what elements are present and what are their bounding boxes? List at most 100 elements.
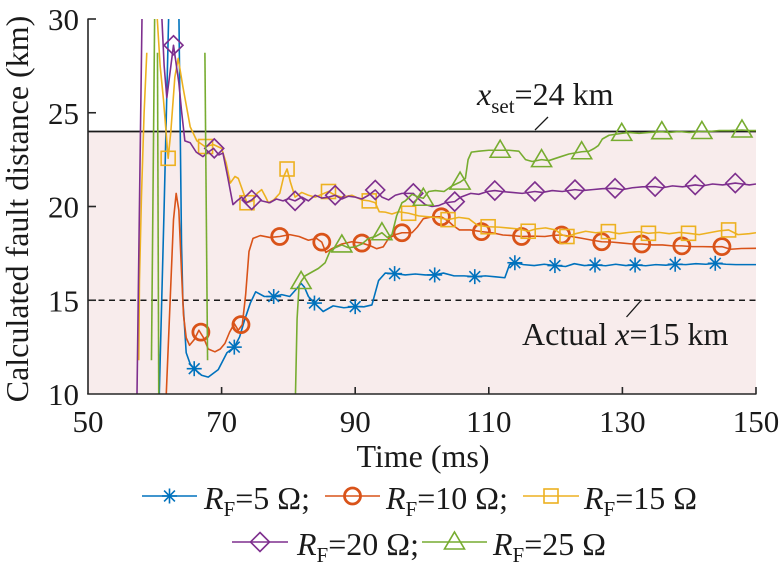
data-marker-rf20 bbox=[203, 137, 225, 160]
data-marker-rf25 bbox=[448, 170, 472, 190]
setting-annotation-leader bbox=[534, 116, 549, 131]
legend: RF=5 Ω; RF=10 Ω; RF=15 Ω RF=20 Ω; RF=25 … bbox=[142, 480, 697, 567]
y-axis-label: Calculated fault distance (km) bbox=[0, 16, 35, 403]
actual-annotation: Actual x=15 km bbox=[522, 316, 729, 352]
setting-annotation-value: =24 km bbox=[515, 76, 614, 112]
data-marker-rf10 bbox=[392, 223, 412, 243]
data-marker-rf10 bbox=[312, 232, 332, 252]
data-marker-rf20 bbox=[402, 182, 424, 205]
series-line-rf25 bbox=[156, 52, 160, 394]
legend-item-rf25: RF=25 Ω bbox=[422, 526, 606, 567]
data-marker-rf15 bbox=[160, 150, 176, 167]
legend-label-value: =15 Ω bbox=[615, 480, 697, 516]
actual-annotation-prefix: Actual bbox=[522, 316, 615, 352]
actual-annotation-leader bbox=[626, 299, 642, 318]
x-tick-label: 90 bbox=[340, 404, 371, 439]
x-axis-label: Time (ms) bbox=[356, 438, 489, 474]
y-tick-label: 20 bbox=[48, 190, 79, 225]
setting-annotation-var: x bbox=[476, 76, 491, 112]
data-marker-rf20 bbox=[324, 184, 346, 206]
data-marker-rf5 bbox=[667, 256, 683, 272]
data-marker-rf20 bbox=[241, 189, 263, 211]
series-line-rf15 bbox=[137, 52, 148, 361]
series-layer bbox=[136, 19, 756, 394]
actual-annotation-value: =15 km bbox=[630, 316, 729, 352]
legend-item-rf10: RF=10 Ω; bbox=[325, 480, 508, 521]
ticks: 50 70 90 110 130 150 10 15 20 25 30 bbox=[48, 2, 779, 439]
data-marker-rf5 bbox=[347, 299, 363, 315]
data-marker-rf20 bbox=[724, 172, 746, 194]
legend-label-subscript: F bbox=[317, 543, 329, 567]
data-marker-rf5 bbox=[627, 257, 643, 273]
x-tick-label: 130 bbox=[599, 404, 646, 439]
data-marker-rf10 bbox=[712, 237, 732, 257]
data-marker-rf5 bbox=[587, 257, 603, 273]
series-line-rf20 bbox=[136, 19, 756, 394]
data-marker-rf15 bbox=[440, 211, 456, 228]
data-marker-rf25 bbox=[370, 221, 394, 241]
x-tick-label: 50 bbox=[73, 404, 104, 439]
data-marker-rf25 bbox=[690, 119, 714, 140]
legend-sample-rf20 bbox=[232, 531, 288, 553]
series-line-rf25 bbox=[294, 129, 756, 394]
setting-annotation: xset=24 km bbox=[476, 76, 614, 118]
data-marker-rf5 bbox=[467, 269, 483, 285]
data-marker-rf20 bbox=[644, 175, 666, 198]
data-marker-rf10 bbox=[270, 227, 290, 246]
actual-annotation-var: x bbox=[614, 316, 629, 352]
legend-marker-rf15 bbox=[543, 488, 559, 504]
data-marker-rf25 bbox=[488, 138, 512, 159]
y-tick-label: 10 bbox=[48, 377, 79, 412]
y-tick-label: 25 bbox=[48, 96, 79, 131]
data-marker-rf25 bbox=[289, 269, 313, 290]
x-tick-label: 70 bbox=[206, 404, 237, 439]
series-line-rf25 bbox=[150, 19, 156, 361]
series-rf5 bbox=[158, 19, 756, 394]
data-marker-rf25 bbox=[330, 233, 354, 253]
series-rf20 bbox=[136, 19, 756, 394]
data-marker-rf25 bbox=[530, 148, 553, 168]
data-marker-rf15 bbox=[640, 225, 657, 242]
legend-item-rf15: RF=15 Ω bbox=[523, 480, 697, 521]
data-marker-rf15 bbox=[600, 223, 617, 240]
shaded-region-below-setting bbox=[88, 131, 756, 394]
series-line-rf10 bbox=[165, 192, 756, 394]
legend-sample-rf10 bbox=[325, 486, 380, 506]
data-marker-rf10 bbox=[191, 322, 211, 342]
data-marker-rf20 bbox=[564, 178, 586, 201]
legend-marker-rf5 bbox=[162, 488, 177, 504]
data-marker-rf25 bbox=[730, 118, 754, 138]
data-marker-rf25 bbox=[411, 186, 435, 207]
data-marker-rf15 bbox=[559, 228, 575, 245]
legend-label-subscript: F bbox=[604, 497, 616, 521]
setting-annotation-sub: set bbox=[491, 94, 514, 118]
data-marker-rf20 bbox=[162, 34, 185, 56]
data-marker-rf5 bbox=[306, 295, 322, 311]
data-marker-rf5 bbox=[387, 266, 403, 282]
legend-label-value: =5 Ω; bbox=[235, 480, 310, 516]
legend-label-subscript: F bbox=[513, 543, 525, 567]
data-marker-rf20 bbox=[684, 174, 706, 196]
legend-label-symbol: R bbox=[203, 480, 224, 516]
legend-label-rf20: RF=20 Ω; bbox=[296, 526, 419, 567]
legend-label-symbol: R bbox=[296, 526, 317, 562]
legend-label-symbol: R bbox=[583, 480, 604, 516]
data-marker-rf15 bbox=[680, 225, 697, 242]
legend-label-rf5: RF=5 Ω; bbox=[203, 480, 310, 521]
data-marker-rf5 bbox=[427, 267, 443, 283]
legend-label-value: =20 Ω; bbox=[328, 526, 419, 562]
legend-label-subscript: F bbox=[224, 497, 236, 521]
legend-label-symbol: R bbox=[385, 480, 406, 516]
data-marker-rf5 bbox=[707, 255, 723, 271]
legend-label-symbol: R bbox=[492, 526, 513, 562]
data-marker-rf5 bbox=[507, 255, 523, 271]
data-marker-rf5 bbox=[186, 361, 202, 377]
data-marker-rf5 bbox=[226, 339, 242, 355]
series-line-rf15 bbox=[156, 19, 756, 238]
legend-item-rf5: RF=5 Ω; bbox=[142, 480, 310, 521]
data-marker-rf15 bbox=[480, 218, 496, 235]
data-marker-rf5 bbox=[547, 258, 563, 274]
data-marker-rf20 bbox=[524, 180, 546, 203]
legend-item-rf20: RF=20 Ω; bbox=[232, 526, 419, 567]
